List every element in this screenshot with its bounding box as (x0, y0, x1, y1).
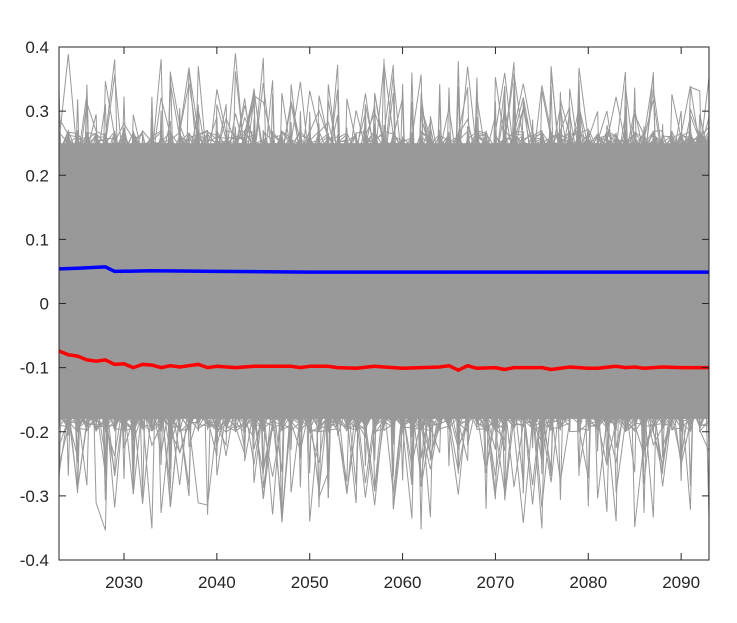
x-tick-label: 2070 (477, 573, 515, 592)
x-tick-label: 2080 (569, 573, 607, 592)
y-tick-label: 0.1 (25, 230, 49, 249)
ensemble-member-line (59, 106, 709, 493)
ensemble-layer (59, 53, 709, 531)
x-tick-label: 2050 (291, 573, 329, 592)
x-tick-label: 2060 (384, 573, 422, 592)
y-tick-label: -0.1 (20, 359, 49, 378)
series-line-2 (59, 349, 709, 372)
x-tick-label: 2030 (105, 573, 143, 592)
x-tick-label: 2090 (662, 573, 700, 592)
ensemble-member-line (59, 129, 709, 467)
ensemble-member-line (59, 80, 709, 433)
y-axis-ticks: 0.4 0.3 0.2 0.1 0 -0.1 -0.2 -0.3 -0.4 (20, 38, 709, 570)
y-tick-label: 0.2 (25, 166, 49, 185)
y-tick-label: -0.4 (20, 551, 49, 570)
y-tick-label: 0.4 (25, 38, 49, 57)
y-tick-label: -0.2 (20, 423, 49, 442)
ensemble-member-line (59, 59, 709, 508)
y-tick-label: 0.3 (25, 102, 49, 121)
series-layer (59, 265, 709, 372)
ensemble-member-line (59, 86, 709, 456)
y-tick-label: -0.3 (20, 487, 49, 506)
y-tick-label: 0 (40, 295, 49, 314)
x-axis-ticks: 2030 2040 2050 2060 2070 2080 2090 (105, 47, 700, 592)
x-tick-label: 2040 (198, 573, 236, 592)
ensemble-member-line (59, 97, 709, 508)
series-line-1 (59, 265, 709, 274)
